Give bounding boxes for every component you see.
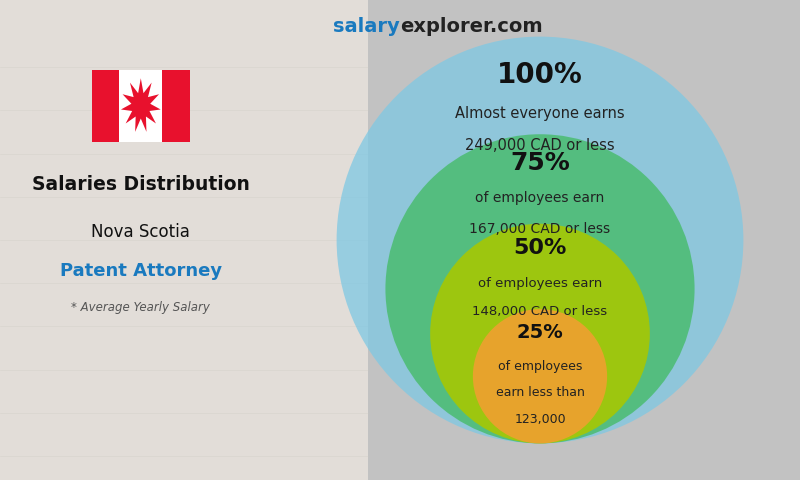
Polygon shape [121,78,161,132]
Text: 249,000 CAD or less: 249,000 CAD or less [465,138,615,153]
Text: of employees: of employees [498,360,582,373]
Text: earn less than: earn less than [495,386,585,399]
Circle shape [337,36,743,444]
FancyBboxPatch shape [91,70,119,142]
Circle shape [473,309,607,444]
Text: 75%: 75% [510,151,570,175]
Text: 123,000: 123,000 [514,413,566,426]
Text: 148,000 CAD or less: 148,000 CAD or less [473,305,607,318]
FancyBboxPatch shape [0,0,368,480]
FancyBboxPatch shape [162,70,190,142]
Text: Salaries Distribution: Salaries Distribution [32,175,250,194]
Circle shape [386,134,694,444]
Text: Nova Scotia: Nova Scotia [91,223,190,241]
Text: 100%: 100% [497,61,583,89]
Text: 167,000 CAD or less: 167,000 CAD or less [470,222,610,236]
Text: Patent Attorney: Patent Attorney [60,262,222,279]
Text: 25%: 25% [517,324,563,342]
Text: salary: salary [334,17,400,36]
Text: of employees earn: of employees earn [478,276,602,289]
FancyBboxPatch shape [119,70,162,142]
Circle shape [430,224,650,444]
Text: of employees earn: of employees earn [475,191,605,205]
FancyBboxPatch shape [368,0,800,480]
Text: 50%: 50% [514,238,566,258]
Text: Almost everyone earns: Almost everyone earns [455,106,625,121]
Text: explorer.com: explorer.com [400,17,542,36]
Text: * Average Yearly Salary: * Average Yearly Salary [71,301,210,314]
